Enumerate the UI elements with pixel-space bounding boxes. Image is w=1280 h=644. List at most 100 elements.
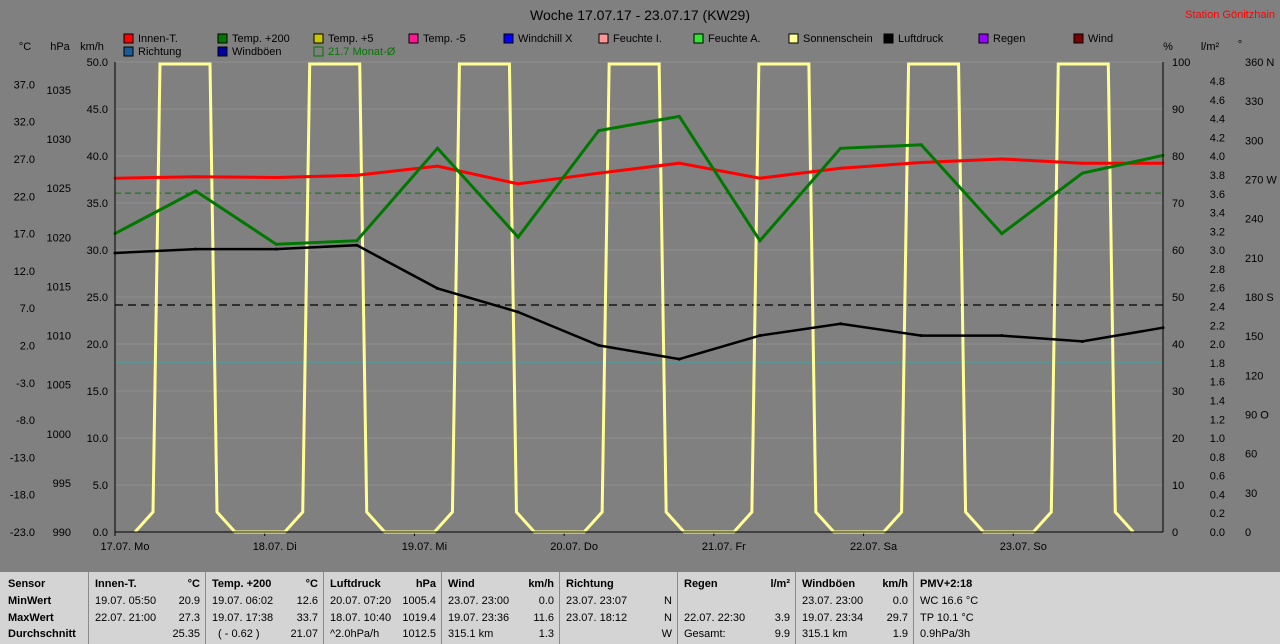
- series-point: [839, 146, 843, 150]
- series-point: [274, 247, 278, 251]
- avg-value: 1012.5: [402, 628, 436, 640]
- wind-tick: 15.0: [87, 386, 108, 398]
- direction-tick: 180 S: [1245, 292, 1274, 304]
- pressure-trend: 0.9hPa/3h: [920, 628, 971, 640]
- series-point: [677, 114, 681, 118]
- max-value: 1019.4: [402, 612, 436, 624]
- dewpoint-value: TP 10.1 °C: [920, 612, 974, 624]
- legend-item: Feuchte I.: [598, 33, 662, 45]
- series-point: [919, 334, 923, 338]
- series-point: [516, 182, 520, 186]
- rain-tick: 3.0: [1210, 245, 1225, 257]
- percent-tick: 90: [1172, 104, 1184, 116]
- wind-tick: 30.0: [87, 245, 108, 257]
- avg-note: ^2.0hPa/h: [330, 628, 380, 640]
- legend-swatch: [598, 33, 609, 44]
- rain-tick: 1.4: [1210, 395, 1225, 407]
- percent-tick: 70: [1172, 198, 1184, 210]
- x-tick-label: 18.07. Di: [253, 541, 297, 553]
- direction-tick: 90 O: [1245, 410, 1269, 422]
- min-value: 0.0: [892, 595, 908, 607]
- wind-tick: 5.0: [93, 480, 108, 492]
- x-tick-label: 21.07. Fr: [702, 541, 746, 553]
- legend-swatch: [883, 33, 894, 44]
- series-point: [516, 235, 520, 239]
- legend-swatch: [313, 46, 324, 57]
- series-point: [1000, 232, 1004, 236]
- pressure-unit: hPa: [50, 41, 70, 53]
- direction-tick: 0: [1245, 527, 1251, 539]
- wind-tick: 45.0: [87, 104, 108, 116]
- col-header: Luftdruck: [330, 578, 381, 590]
- legend-item: Temp. +5: [313, 33, 374, 45]
- series-point: [1000, 334, 1004, 338]
- max-value: 3.9: [774, 612, 790, 624]
- legend-label: Temp. +200: [232, 33, 290, 45]
- direction-tick: 240: [1245, 214, 1263, 226]
- table-col-regen: Regen l/m² 22.07. 22:30 3.9 Gesamt: 9.9: [677, 572, 796, 644]
- series-line-luftdruck: [114, 243, 1164, 361]
- legend-label: Regen: [993, 33, 1025, 45]
- avg-value: W: [661, 628, 672, 640]
- legend-item: Temp. +200: [217, 33, 290, 45]
- series-point: [1080, 171, 1084, 175]
- series-point: [274, 242, 278, 246]
- legend-item: Regen: [978, 33, 1025, 45]
- min-time: 23.07. 23:00: [802, 595, 864, 607]
- min-time: 20.07. 07:20: [330, 595, 392, 607]
- table-col-luftdruck: Luftdruck hPa 20.07. 07:20 1005.4 18.07.…: [323, 572, 442, 644]
- legend-label: Sonnenschein: [803, 33, 873, 45]
- pressure-tick: 1000: [47, 429, 71, 441]
- direction-tick: 150: [1245, 331, 1263, 343]
- legend-label: 21.7 Monat-Ø: [328, 46, 396, 58]
- series-point: [597, 343, 601, 347]
- temp-tick: 12.0: [14, 266, 35, 278]
- col-unit: °C: [305, 578, 318, 590]
- min-time: 23.07. 23:00: [448, 595, 510, 607]
- series-point: [758, 334, 762, 338]
- percent-tick: 10: [1172, 480, 1184, 492]
- percent-unit: %: [1163, 41, 1173, 53]
- rain-tick: 4.8: [1210, 76, 1225, 88]
- legend-item: Temp. -5: [408, 33, 466, 45]
- percent-tick: 100: [1172, 57, 1190, 69]
- weather-chart: Woche 17.07.17 - 23.07.17 (KW29) Station …: [10, 7, 1277, 553]
- series-point: [435, 146, 439, 150]
- max-value: 11.6: [533, 612, 554, 624]
- row-label-avg: Durchschnitt: [8, 628, 76, 640]
- direction-tick: 330: [1245, 96, 1263, 108]
- legend-label: Wind: [1088, 33, 1113, 45]
- max-time: 23.07. 18:12: [566, 612, 628, 624]
- table-col-innen-t: Innen-T. °C 19.07. 05:50 20.9 22.07. 21:…: [88, 572, 206, 644]
- max-time: 18.07. 10:40: [330, 612, 392, 624]
- temp-tick: 7.0: [20, 303, 35, 315]
- direction-tick: 60: [1245, 449, 1257, 461]
- temp-tick: 17.0: [14, 229, 35, 241]
- rain-tick: 4.6: [1210, 95, 1225, 107]
- pressure-tick: 995: [53, 478, 71, 490]
- pressure-tick: 1025: [47, 183, 71, 195]
- min-time: 23.07. 23:07: [566, 595, 628, 607]
- rain-tick: 3.4: [1210, 208, 1225, 220]
- col-header: Richtung: [566, 578, 614, 590]
- legend-label: Feuchte I.: [613, 33, 662, 45]
- series-point: [355, 243, 359, 247]
- max-value: 33.7: [296, 612, 318, 624]
- series-point: [355, 173, 359, 177]
- rain-unit: l/m²: [1201, 41, 1220, 53]
- col-header: Sensor: [8, 578, 46, 590]
- percent-tick: 30: [1172, 386, 1184, 398]
- legend-label: Feuchte A.: [708, 33, 761, 45]
- statistics-table: Sensor MinWert MaxWert Durchschnitt Inne…: [0, 572, 1280, 644]
- wind-tick: 0.0: [93, 527, 108, 539]
- avg-note: 315.1 km: [448, 628, 494, 640]
- min-time: 19.07. 05:50: [95, 595, 157, 607]
- rain-tick: 3.6: [1210, 189, 1225, 201]
- series-point: [597, 171, 601, 175]
- row-label-max: MaxWert: [8, 612, 54, 624]
- rain-tick: 3.2: [1210, 226, 1225, 238]
- pressure-tick: 1030: [47, 134, 71, 146]
- series-point: [1080, 339, 1084, 343]
- legend-swatch: [123, 46, 134, 57]
- series-point: [839, 322, 843, 326]
